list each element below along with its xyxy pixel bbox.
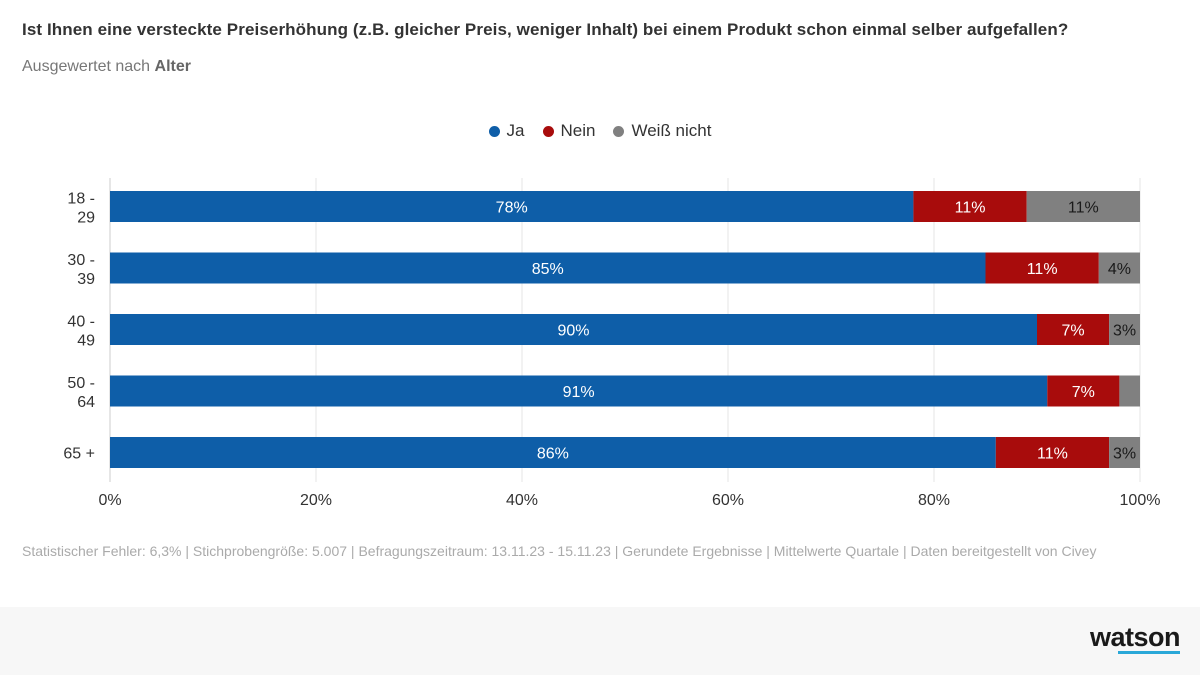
data-label: 3% [1113,446,1136,463]
legend-item-ja[interactable]: Ja [488,121,525,141]
bar-segment [1119,375,1140,407]
data-label: 7% [1072,384,1095,401]
category-label: 39 [77,271,95,288]
data-label: 78% [496,200,528,217]
category-label: 40 - [67,314,95,331]
bar-segment [110,252,986,284]
data-label: 4% [1108,261,1131,278]
x-tick-label: 60% [712,492,744,509]
legend-item-weiss-nicht[interactable]: Weiß nicht [613,121,711,141]
bar-segment [1037,314,1110,345]
legend-dot-nein [542,125,554,137]
bar-segment [1047,375,1120,407]
data-label: 86% [537,446,569,463]
legend-label-nein: Nein [560,121,596,140]
data-label: 11% [1068,200,1099,217]
logo-underline [1118,651,1180,654]
category-label: 50 - [67,375,95,392]
category-label: 30 - [67,252,95,269]
chart-legend: Ja Nein Weiß nicht [0,121,1200,141]
legend-label-ja: Ja [506,121,525,140]
data-label: 85% [532,261,564,278]
chart-title: Ist Ihnen eine versteckte Preiserhöhung … [22,20,1069,39]
bar-segment [1098,252,1140,284]
x-tick-label: 40% [506,492,538,509]
bar-segment [1109,437,1140,468]
bar-segment [110,191,914,222]
bar-segment [985,252,1099,284]
bar-segment [110,437,996,468]
subtitle-dimension: Alter [154,58,191,75]
watson-logo[interactable]: watson [1089,622,1181,652]
category-label: 29 [77,210,95,227]
footnote: Statistischer Fehler: 6,3% | Stichproben… [22,543,1097,559]
chart-subtitle: Ausgewertet nach Alter [22,58,191,76]
legend-dot-ja [488,125,500,137]
data-label: 3% [1113,323,1136,340]
data-label: 11% [1037,446,1068,463]
stacked-bar-chart: 0% 20% 40% 60% 80% 100% 18 - 29 78% 11% 11% 30 - 39 8… [63,178,1161,509]
data-label: 11% [1027,261,1058,278]
x-tick-label: 0% [98,492,121,509]
footer-band [0,607,1200,675]
legend-label-weiss-nicht: Weiß nicht [631,121,712,140]
category-label: 49 [77,333,95,350]
data-label: 11% [955,200,986,217]
bar-segment [1109,314,1140,345]
subtitle-prefix: Ausgewertet nach [22,58,151,75]
data-label: 90% [557,323,589,340]
category-label: 64 [77,394,95,411]
x-tick-label: 100% [1120,492,1161,509]
bar-segment [110,375,1048,407]
legend-dot-weiss-nicht [613,125,625,137]
bar-segment [913,191,1027,222]
bar-segment [995,437,1110,468]
bar-segment [1026,191,1140,222]
category-label: 18 - [67,191,95,208]
category-label: 65 + [63,446,95,463]
legend-item-nein[interactable]: Nein [542,121,596,141]
bar-segment [110,314,1037,345]
x-tick-label: 20% [300,492,332,509]
x-tick-label: 80% [918,492,950,509]
data-label: 91% [563,384,595,401]
data-label: 7% [1061,323,1084,340]
